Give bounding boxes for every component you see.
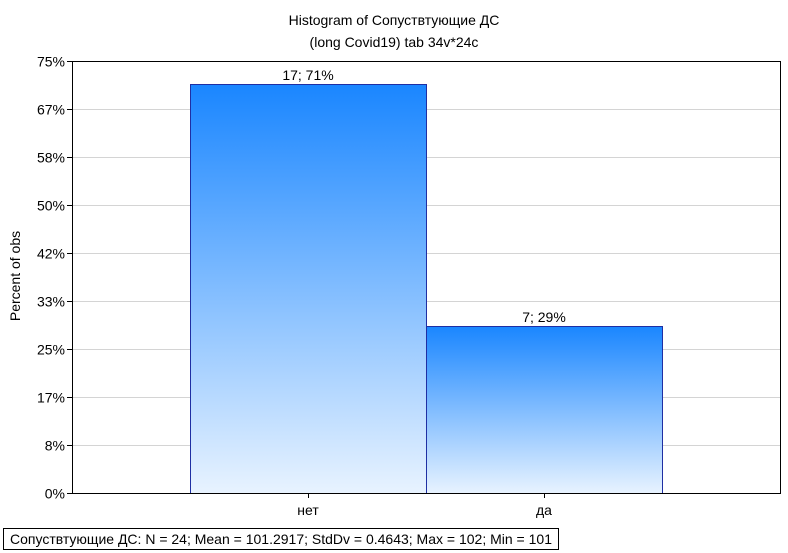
- y-tick-label: 75%: [37, 54, 65, 70]
- y-tick-label: 0%: [45, 486, 65, 502]
- y-tick-label: 58%: [37, 150, 65, 166]
- bars: 17; 71% 7; 29%: [190, 67, 663, 494]
- x-tick-label: нет: [297, 502, 319, 518]
- y-tick-label: 8%: [45, 438, 65, 454]
- y-axis-ticks: 0% 8% 17% 25% 33% 42% 50% 58% 67% 75%: [37, 54, 72, 502]
- y-tick-label: 33%: [37, 294, 65, 310]
- y-tick-label: 50%: [37, 198, 65, 214]
- y-tick-label: 25%: [37, 342, 65, 358]
- bar: [190, 84, 427, 494]
- y-tick-label: 42%: [37, 246, 65, 262]
- chart-title: Histogram of Сопуствтующие ДС: [289, 12, 500, 28]
- y-tick-label: 67%: [37, 102, 65, 118]
- summary-statistics-box: Сопуствтующие ДС: N = 24; Mean = 101.291…: [3, 528, 559, 550]
- x-axis-ticks: нет да: [297, 493, 552, 518]
- bar-data-label: 17; 71%: [282, 67, 333, 83]
- y-tick-label: 17%: [37, 390, 65, 406]
- bar-data-label: 7; 29%: [522, 309, 566, 325]
- x-tick-label: да: [536, 502, 552, 518]
- y-axis-label: Percent of obs: [7, 231, 23, 321]
- chart-subtitle: (long Covid19) tab 34v*24c: [310, 34, 479, 50]
- bar: [426, 326, 663, 494]
- plot-area-frame: [72, 61, 781, 494]
